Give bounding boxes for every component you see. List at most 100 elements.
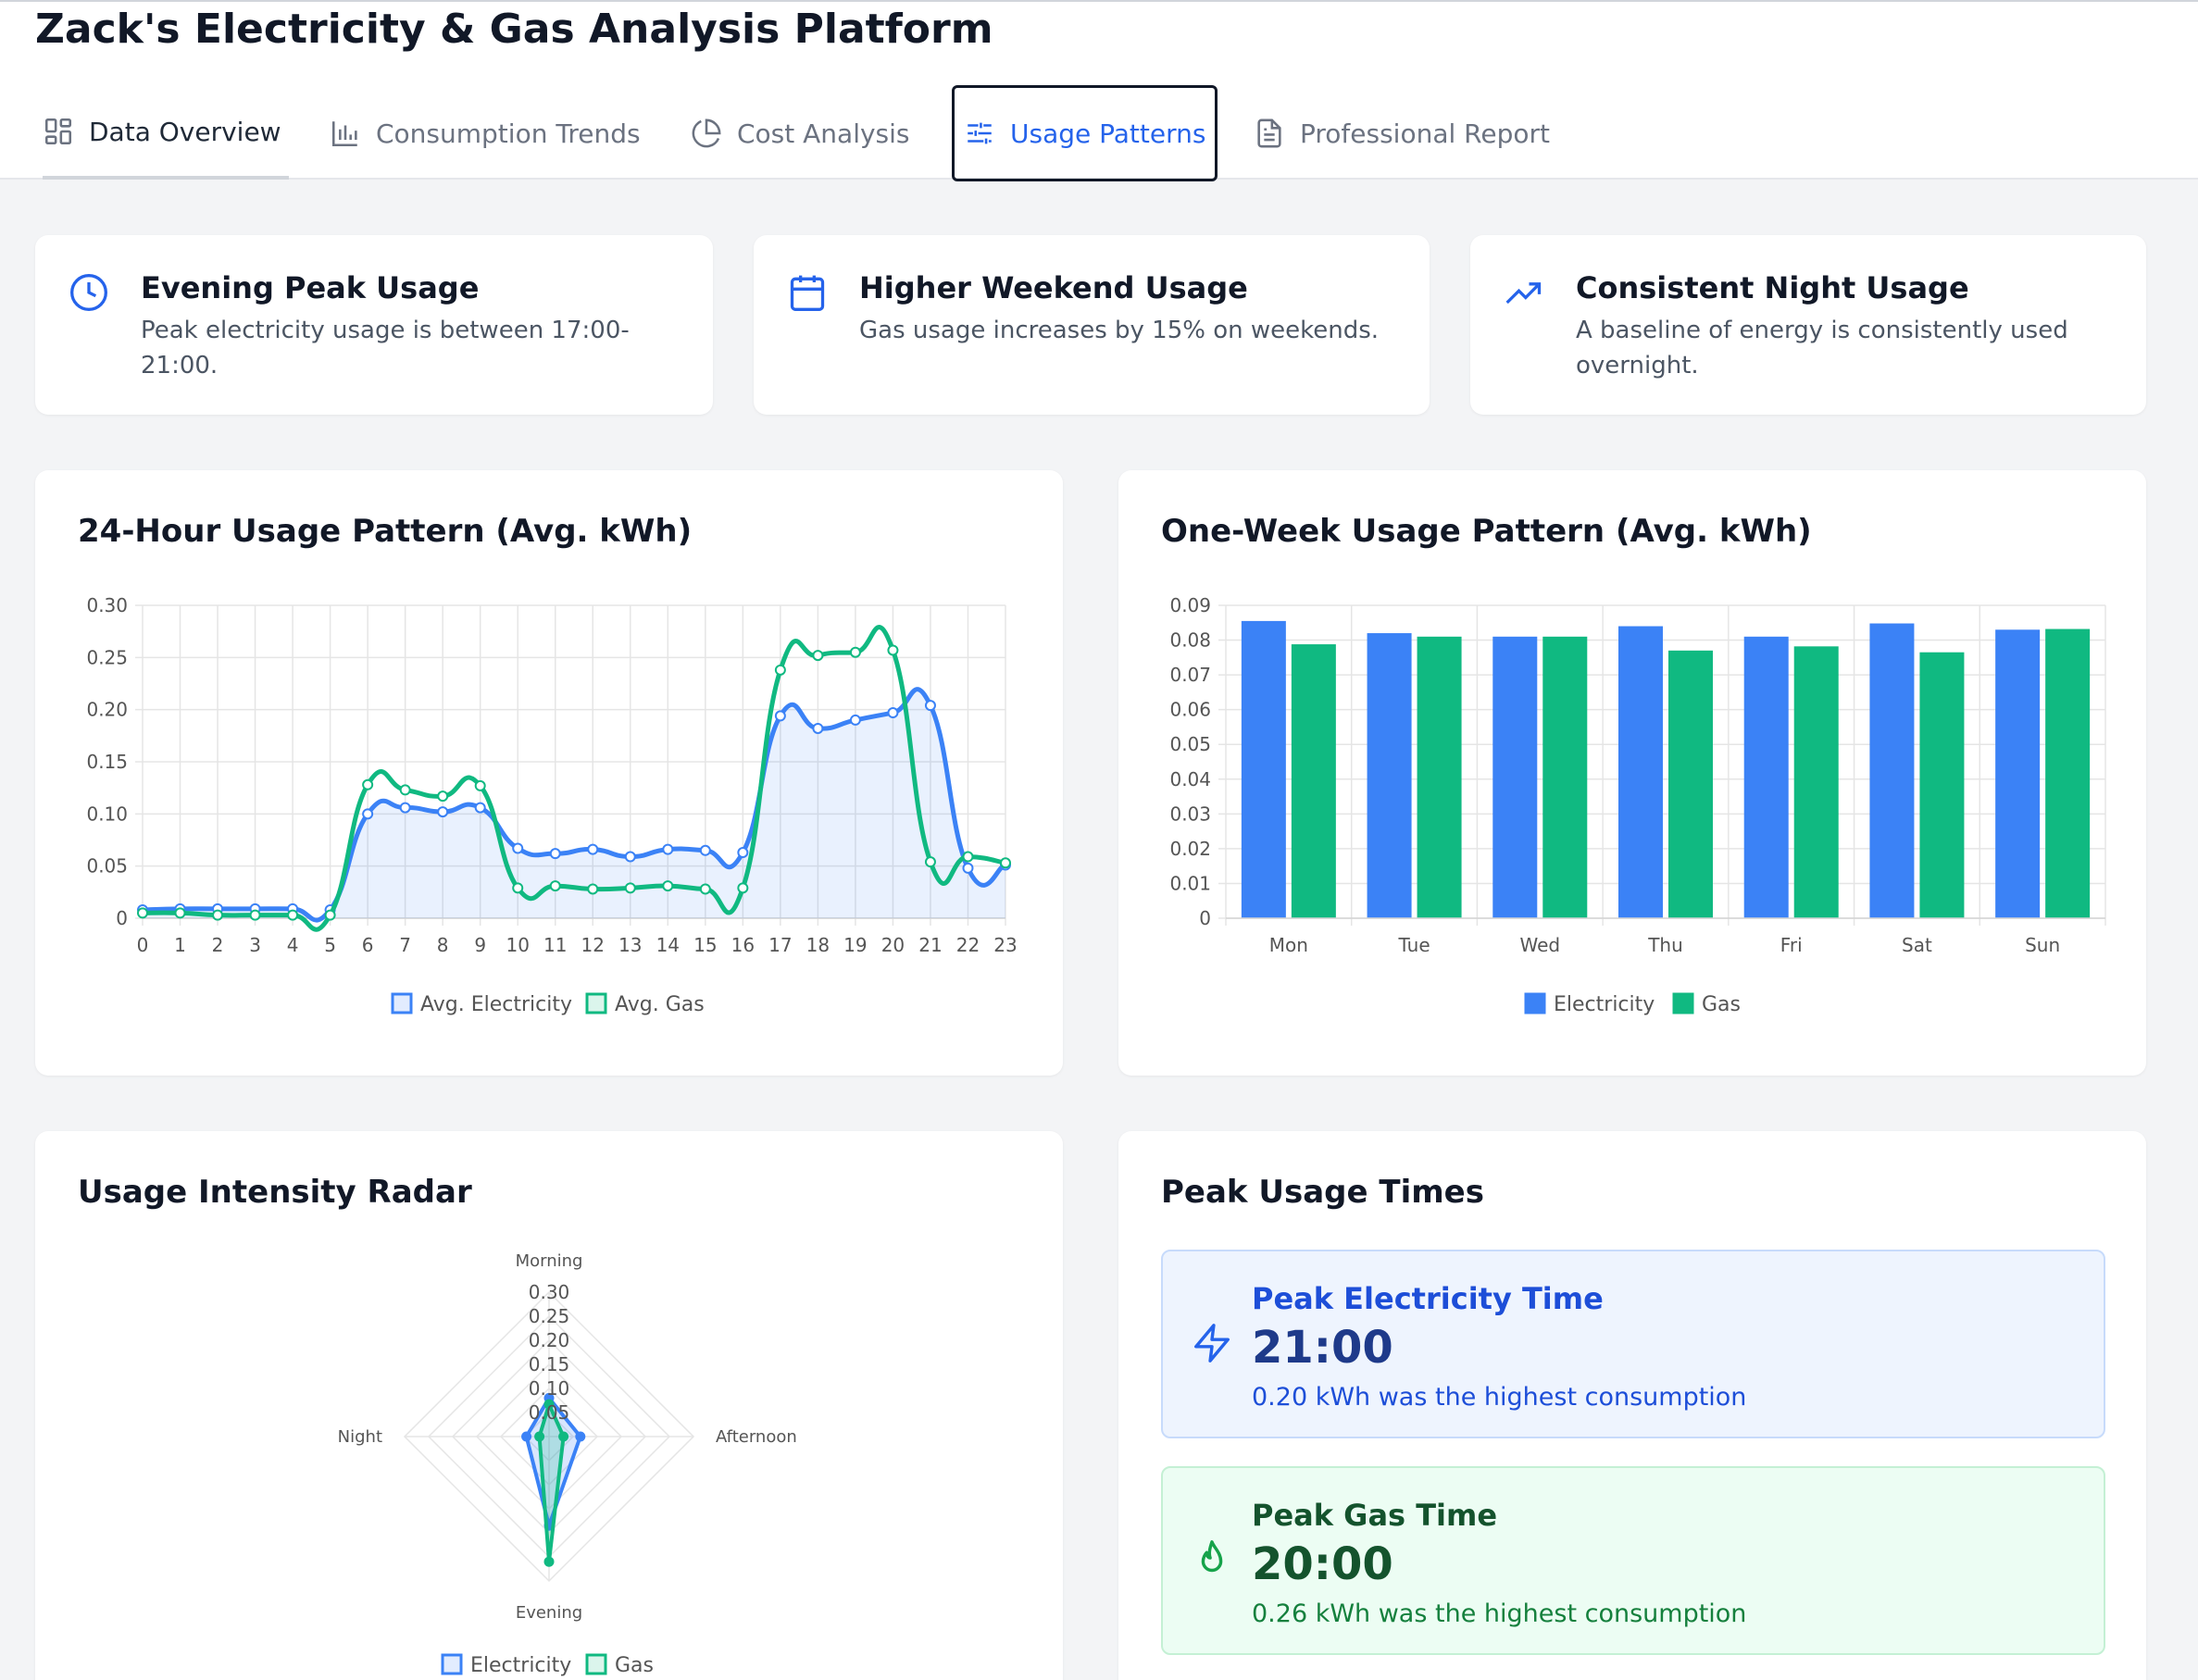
bar-electricity xyxy=(1241,620,1286,918)
legend-gas-label: Avg. Gas xyxy=(615,993,705,1016)
data-point xyxy=(399,784,411,796)
x-tick-label: Mon xyxy=(1269,934,1308,956)
radar-axis-label: Afternoon xyxy=(716,1427,797,1447)
peak-gas-time: 20:00 xyxy=(1252,1538,1393,1590)
radar-tick-label: 0.20 xyxy=(529,1329,570,1351)
y-tick-label: 0.03 xyxy=(1169,803,1211,825)
data-point xyxy=(774,710,786,722)
y-tick-label: 0 xyxy=(116,907,128,929)
app-title: Zack's Electricity & Gas Analysis Platfo… xyxy=(35,6,993,53)
y-tick-label: 0.01 xyxy=(1169,872,1211,894)
data-point xyxy=(587,843,599,855)
y-tick-label: 0.15 xyxy=(86,751,128,773)
legend-electricity-swatch xyxy=(441,1653,463,1675)
data-point xyxy=(549,880,561,892)
tab-professional-report[interactable]: Professional Report xyxy=(1254,87,1550,180)
data-point xyxy=(512,842,524,854)
bar-gas xyxy=(1417,636,1462,918)
clock-icon xyxy=(70,274,107,311)
peak-electricity-time: 21:00 xyxy=(1252,1322,1393,1374)
tab-consumption-trends[interactable]: Consumption Trends xyxy=(330,87,641,180)
data-point xyxy=(362,778,374,790)
trending-up-icon xyxy=(1505,282,1542,305)
bar-electricity xyxy=(1492,636,1538,918)
y-tick-label: 0.10 xyxy=(86,803,128,825)
tab-usage-patterns[interactable]: Usage Patterns xyxy=(952,85,1218,181)
radar-axis-label: Morning xyxy=(516,1251,583,1271)
y-tick-label: 0.09 xyxy=(1169,594,1211,616)
data-point xyxy=(812,722,824,734)
x-tick-label: 22 xyxy=(956,934,980,956)
data-point xyxy=(174,907,186,919)
insight-card-weekend: Higher Weekend Usage Gas usage increases… xyxy=(754,235,1430,415)
x-tick-label: Sat xyxy=(1902,934,1932,956)
data-point xyxy=(437,806,449,818)
radar-axis-label: Evening xyxy=(516,1603,582,1623)
peak-electricity-description: 0.20 kWh was the highest consumption xyxy=(1252,1383,1747,1412)
grid-icon xyxy=(44,118,72,145)
data-point xyxy=(812,650,824,662)
data-point xyxy=(962,862,974,874)
y-tick-label: 0.02 xyxy=(1169,838,1211,860)
legend-electricity-label: Electricity xyxy=(470,1654,571,1677)
radar-tick-label: 0.30 xyxy=(529,1281,570,1303)
y-tick-label: 0 xyxy=(1199,907,1211,929)
insight-title: Higher Weekend Usage xyxy=(859,270,1248,305)
data-point xyxy=(737,847,749,859)
y-tick-label: 0.08 xyxy=(1169,629,1211,652)
x-tick-label: 13 xyxy=(618,934,642,956)
x-tick-label: 11 xyxy=(543,934,567,956)
y-tick-label: 0.30 xyxy=(86,594,128,616)
data-point xyxy=(924,856,936,868)
x-tick-label: Tue xyxy=(1397,934,1430,956)
data-point xyxy=(362,808,374,820)
x-tick-label: 15 xyxy=(693,934,717,956)
data-point xyxy=(849,646,861,658)
data-point xyxy=(662,880,674,892)
data-point xyxy=(587,883,599,895)
bar-electricity xyxy=(1869,623,1915,918)
x-tick-label: 19 xyxy=(843,934,867,956)
tab-label: Data Overview xyxy=(89,116,281,147)
peak-times-card: Peak Usage Times Peak Electricity Time 2… xyxy=(1118,1131,2146,1680)
radar-point xyxy=(558,1431,569,1442)
legend-gas-swatch xyxy=(585,1653,607,1675)
data-point xyxy=(437,790,449,803)
x-tick-label: 18 xyxy=(806,934,830,956)
weekly-chart-card: One-Week Usage Pattern (Avg. kWh) 0 0.01 0… xyxy=(1118,470,2146,1076)
radar-chart-card: Usage Intensity Radar 0.05 0.10 0.15 0.20 0.… xyxy=(35,1131,1063,1680)
legend-electricity-swatch xyxy=(1524,992,1546,1014)
y-tick-label: 0.05 xyxy=(1169,733,1211,755)
data-point xyxy=(624,851,636,863)
data-point xyxy=(249,909,261,921)
tab-data-overview[interactable]: Data Overview xyxy=(43,87,289,180)
peak-electricity-box: Peak Electricity Time 21:00 0.20 kWh was… xyxy=(1161,1250,2105,1438)
x-tick-label: 2 xyxy=(212,934,224,956)
data-point xyxy=(287,909,299,921)
insight-title: Evening Peak Usage xyxy=(141,270,480,305)
x-tick-label: 16 xyxy=(731,934,755,956)
data-point xyxy=(474,802,486,814)
x-tick-label: 14 xyxy=(656,934,680,956)
data-point xyxy=(699,883,711,895)
bar-gas xyxy=(1919,652,1965,918)
data-point xyxy=(399,802,411,814)
radar-axis-label: Night xyxy=(338,1427,382,1447)
x-tick-label: 23 xyxy=(993,934,1017,956)
x-tick-label: 8 xyxy=(437,934,449,956)
y-tick-label: 0.07 xyxy=(1169,664,1211,686)
data-point xyxy=(887,644,899,656)
bar-electricity xyxy=(1618,626,1663,918)
x-tick-label: 5 xyxy=(324,934,336,956)
x-tick-label: Sun xyxy=(2025,934,2060,956)
data-point xyxy=(474,779,486,791)
calendar-icon xyxy=(790,275,825,311)
series-line-1 xyxy=(142,625,1006,932)
peak-gas-description: 0.26 kWh was the highest consumption xyxy=(1252,1599,1747,1628)
radar-point xyxy=(521,1431,532,1442)
tab-cost-analysis[interactable]: Cost Analysis xyxy=(691,87,910,180)
insight-title: Consistent Night Usage xyxy=(1576,270,1969,305)
insight-card-evening-peak: Evening Peak Usage Peak electricity usag… xyxy=(35,235,713,415)
x-tick-label: 4 xyxy=(287,934,299,956)
insight-description: Peak electricity usage is between 17:00-… xyxy=(141,317,630,380)
